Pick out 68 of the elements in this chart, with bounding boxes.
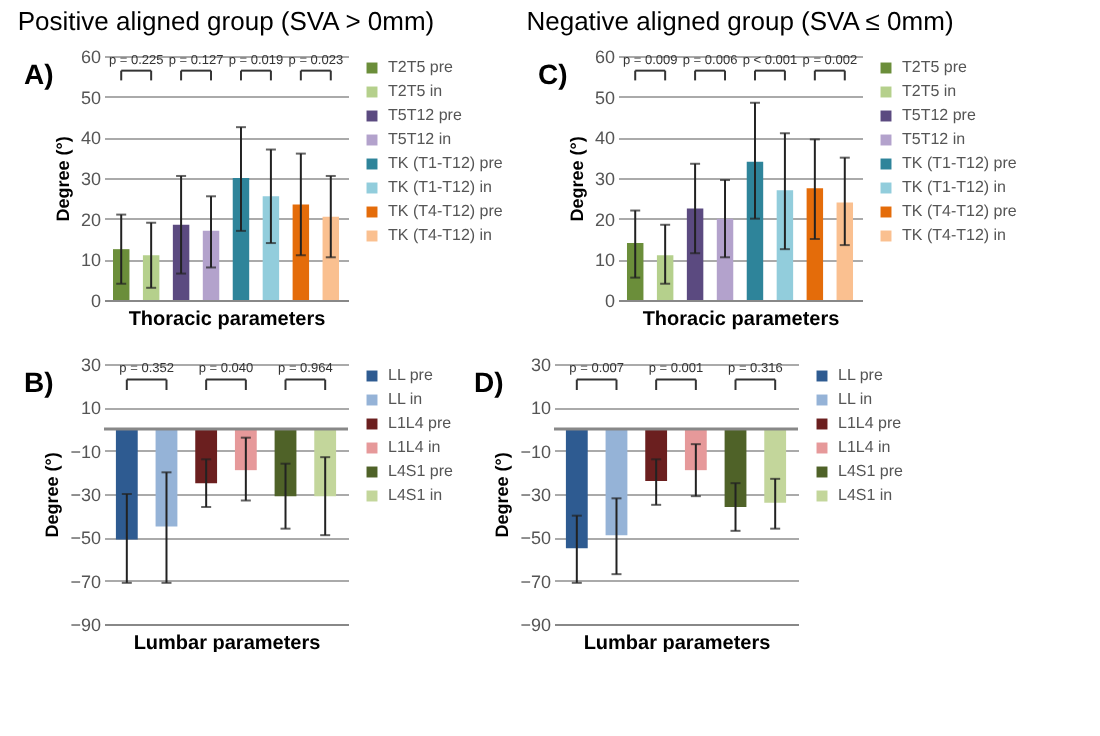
legend-label: L4S1 in (838, 486, 893, 504)
y-tick-label: −90 (520, 615, 551, 635)
legend-label: T2T5 pre (902, 58, 969, 76)
legend-label: LL in (838, 390, 873, 408)
y-tick-label: 30 (80, 169, 101, 189)
legend-label: T2T5 in (388, 82, 443, 100)
legend-label: T5T12 pre (388, 106, 463, 124)
y-tick-label: 30 (80, 355, 101, 375)
y-tick-label: 0 (604, 291, 615, 311)
y-tick-label: −30 (520, 485, 551, 505)
x-axis-title: Thoracic parameters (128, 309, 327, 331)
legend-label: L4S1 in (388, 486, 443, 504)
chart-subtitle: D) (474, 366, 504, 398)
y-tick-label: −50 (520, 528, 551, 549)
y-tick-label: 50 (80, 87, 101, 108)
legend-label: LL in (388, 390, 423, 408)
legend-label: T5T12 pre (902, 106, 977, 124)
y-tick-label: 40 (80, 128, 101, 149)
y-tick-label: −30 (70, 485, 101, 505)
chart-title: Positive aligned group (SVA > 0mm) (17, 6, 435, 36)
y-axis-title: Degree (°) (566, 136, 587, 222)
legend-label: TK (T4-T12) pre (388, 202, 504, 220)
y-axis-title: Degree (°) (52, 136, 73, 222)
y-tick-label: 10 (594, 250, 615, 271)
y-tick-label: −10 (70, 441, 101, 462)
legend-label: TK (T4-T12) in (388, 226, 493, 244)
legend-label: L4S1 pre (388, 462, 455, 480)
legend-label: LL pre (388, 366, 434, 384)
y-tick-label: 60 (80, 47, 101, 67)
legend-label: TK (T4-T12) pre (902, 202, 1018, 220)
legend-label: T5T12 in (902, 130, 966, 148)
y-tick-label: −70 (70, 571, 101, 592)
y-axis-title: Degree (°) (42, 452, 63, 538)
legend-label: T2T5 in (902, 82, 957, 100)
legend-label: L1L4 pre (388, 414, 453, 432)
y-tick-label: 20 (80, 209, 101, 230)
legend-label: TK (T1-T12) in (902, 178, 1007, 196)
x-axis-title: Thoracic parameters (642, 309, 841, 331)
chart-subtitle: A) (24, 58, 54, 90)
legend-label: L4S1 pre (838, 462, 905, 480)
y-tick-label: 30 (594, 169, 615, 189)
y-axis-title: Degree (°) (492, 452, 513, 538)
chart-subtitle: B) (24, 366, 54, 398)
chart-title: Negative aligned group (SVA ≤ 0mm) (526, 6, 954, 36)
legend-label: L1L4 in (838, 438, 891, 456)
legend-label: TK (T1-T12) pre (388, 154, 504, 172)
legend-label: TK (T4-T12) in (902, 226, 1007, 244)
y-tick-label: 50 (594, 87, 615, 108)
legend-label: T5T12 in (388, 130, 452, 148)
y-tick-label: 20 (594, 209, 615, 230)
y-tick-label: −50 (70, 528, 101, 549)
y-tick-label: 10 (80, 250, 101, 271)
y-tick-label: −70 (520, 571, 551, 592)
y-tick-label: 10 (530, 398, 551, 419)
legend-label: L1L4 in (388, 438, 441, 456)
legend-label: L1L4 pre (838, 414, 903, 432)
legend-label: TK (T1-T12) in (388, 178, 493, 196)
y-tick-label: 30 (530, 355, 551, 375)
legend-label: TK (T1-T12) pre (902, 154, 1018, 172)
y-tick-label: 0 (90, 291, 101, 311)
legend-label: LL pre (838, 366, 884, 384)
legend-label: T2T5 pre (388, 58, 455, 76)
y-tick-label: 60 (594, 47, 615, 67)
y-tick-label: −10 (520, 441, 551, 462)
chart-subtitle: C) (538, 58, 568, 90)
y-tick-label: 10 (80, 398, 101, 419)
y-tick-label: −90 (70, 615, 101, 635)
y-tick-label: 40 (594, 128, 615, 149)
